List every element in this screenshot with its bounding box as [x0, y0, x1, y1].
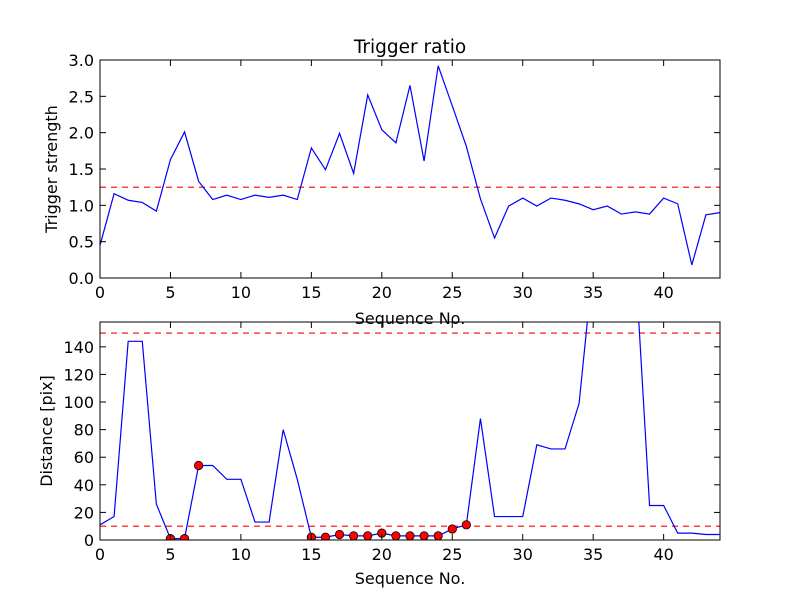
x-tick-label: 20 — [372, 283, 392, 302]
x-tick-label: 35 — [583, 545, 603, 564]
x-tick-label: 40 — [653, 545, 673, 564]
x-tick-label: 0 — [95, 283, 105, 302]
y-tick-label: 2.5 — [69, 87, 94, 106]
data-point — [391, 531, 401, 540]
x-tick-label: 35 — [583, 283, 603, 302]
plot-frame — [99, 321, 721, 541]
y-tick-label: 20 — [74, 503, 94, 522]
data-point — [179, 534, 190, 540]
x-tick-label: 40 — [653, 283, 673, 302]
data-point — [320, 532, 331, 540]
y-tick-label: 40 — [74, 476, 94, 495]
x-tick-label: 25 — [442, 283, 462, 302]
y-tick-label: 0 — [84, 531, 94, 550]
x-tick-label: 30 — [513, 283, 533, 302]
x-tick-label: 25 — [442, 545, 462, 564]
x-axis-label: Sequence No. — [355, 309, 466, 328]
y-tick-label: 140 — [63, 338, 94, 357]
series-line — [100, 65, 720, 266]
y-tick-label: 80 — [74, 421, 94, 440]
plot-area — [100, 65, 720, 266]
y-axis-label: Distance [pix] — [37, 375, 56, 487]
x-tick-label: 5 — [165, 545, 175, 564]
x-tick-label: 20 — [372, 545, 392, 564]
x-tick-label: 15 — [301, 545, 321, 564]
plot-frame — [99, 59, 721, 279]
y-tick-label: 2.0 — [69, 124, 94, 143]
x-tick-label: 30 — [513, 545, 533, 564]
y-tick-label: 1.0 — [69, 196, 94, 215]
data-point — [447, 524, 457, 534]
trigger-ratio-chart: Trigger ratio 0 5 10 15 20 25 30 35 40 0.0 0.5 1.0 1… — [42, 37, 721, 328]
distance-chart: 0 5 10 15 20 25 30 35 40 0 20 40 60 80 100 120 140 Seque… — [37, 321, 721, 588]
y-tick-label: 1.5 — [69, 160, 94, 179]
x-tick-label: 0 — [95, 545, 105, 564]
y-axis-label: Trigger strength — [42, 105, 61, 234]
y-tick-label: 60 — [74, 448, 94, 467]
data-point — [461, 520, 471, 530]
x-axis-label: Sequence No. — [355, 569, 466, 588]
y-tick-label: 0.0 — [69, 269, 94, 288]
trigger-ratio-ticks: 0 5 10 15 20 25 30 35 40 0.0 0.5 1.0 1.5 2.0 2.5 3.0 — [69, 51, 720, 302]
data-point — [349, 531, 359, 540]
data-point — [419, 531, 429, 540]
x-tick-label: 10 — [231, 545, 251, 564]
trigger-ratio-marks — [100, 65, 720, 266]
data-point — [194, 460, 204, 471]
y-tick-label: 0.5 — [69, 233, 94, 252]
x-tick-label: 10 — [231, 283, 251, 302]
y-tick-label: 3.0 — [69, 51, 94, 70]
data-point — [334, 529, 345, 540]
y-tick-label: 100 — [63, 393, 94, 412]
chart-title: Trigger ratio — [353, 37, 466, 58]
distance-ticks: 0 5 10 15 20 25 30 35 40 0 20 40 60 80 100 120 140 — [63, 322, 720, 564]
x-tick-label: 5 — [165, 283, 175, 302]
x-tick-label: 15 — [301, 283, 321, 302]
y-tick-label: 120 — [63, 365, 94, 384]
data-point — [433, 531, 443, 540]
data-point — [405, 531, 415, 540]
data-point — [363, 531, 373, 540]
